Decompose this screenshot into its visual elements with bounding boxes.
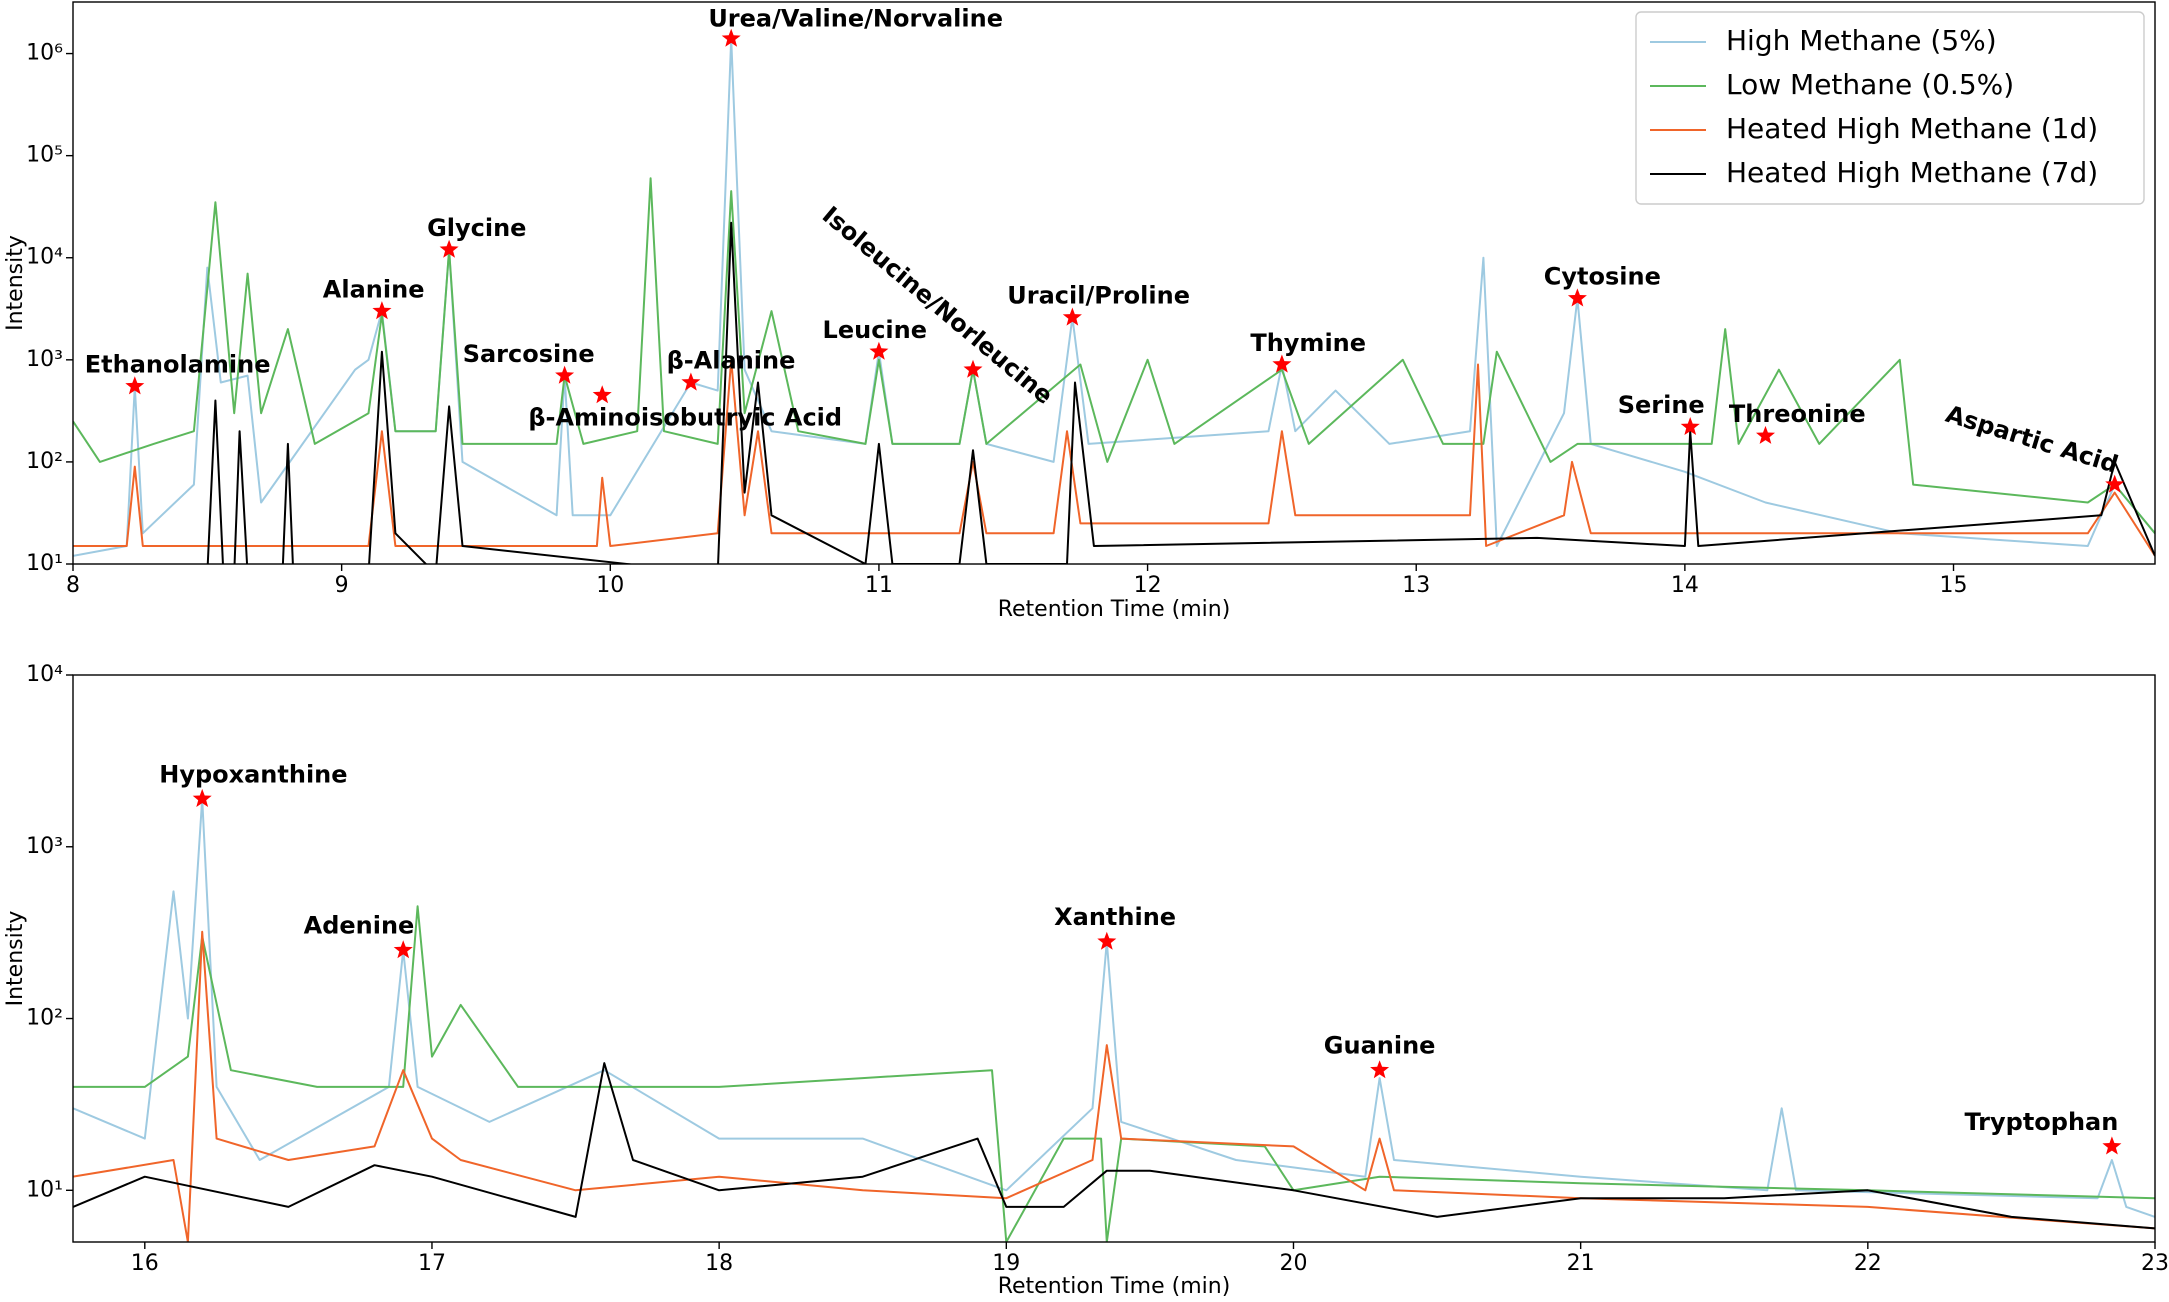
x-axis-label: Retention Time (min) (998, 597, 1231, 622)
x-tick-label: 12 (1134, 573, 1162, 598)
star-marker (1567, 288, 1587, 307)
y-tick-label: 10⁵ (26, 143, 63, 168)
annotation-label: Glycine (427, 214, 526, 242)
star-marker (393, 940, 413, 959)
x-tick-label: 13 (1402, 573, 1430, 598)
star-marker (592, 385, 612, 404)
y-tick-label: 10⁴ (26, 245, 63, 270)
star-marker (1272, 354, 1292, 373)
legend-label: Low Methane (0.5%) (1726, 68, 2014, 101)
axes-frame (72, 1, 2156, 565)
annotation-label: β-Alanine (667, 347, 796, 375)
star-marker (2105, 474, 2125, 493)
annotation-label: Hypoxanthine (159, 760, 347, 788)
star-marker (963, 359, 983, 378)
star-marker (1370, 1060, 1390, 1079)
star-marker (1062, 307, 1082, 326)
annotation-label: β-Aminoisobutryic Acid (528, 404, 842, 432)
y-tick-label: 10¹ (26, 1177, 63, 1202)
x-tick-label: 21 (1567, 1251, 1595, 1276)
series-line (73, 1062, 2155, 1230)
legend-label: Heated High Methane (1d) (1726, 112, 2098, 145)
x-tick-label: 8 (66, 573, 80, 598)
plot-area (73, 797, 2155, 1242)
annotation-label: Tryptophan (1964, 1108, 2118, 1136)
x-tick-label: 15 (1940, 573, 1968, 598)
x-tick-label: 22 (1854, 1251, 1882, 1276)
annotation-label: Urea/Valine/Norvaline (708, 4, 1003, 32)
legend-box (1635, 11, 2145, 205)
annotation-label: Cytosine (1544, 263, 1661, 291)
y-axis-label: Intensity (3, 235, 28, 331)
series-line (73, 797, 2155, 1218)
legend-label: Heated High Methane (7d) (1726, 156, 2098, 189)
star-marker (125, 376, 145, 395)
star-marker (439, 239, 459, 258)
series-line (206, 221, 2155, 564)
y-axis-label: Intensity (3, 911, 28, 1007)
annotation-label: Guanine (1324, 1032, 1436, 1060)
annotation-label: Threonine (1729, 400, 1866, 428)
y-tick-label: 10⁴ (26, 662, 63, 687)
star-marker (372, 301, 392, 320)
annotation-label: Xanthine (1054, 903, 1176, 931)
star-marker (555, 365, 575, 384)
annotation-label: Thymine (1250, 329, 1366, 357)
annotation-label: Uracil/Proline (1007, 282, 1190, 310)
y-tick-label: 10⁶ (26, 41, 63, 66)
subplot: 16 17 18 19 20 21 22 23 10¹ 10² 10³ 10⁴ Retention Ti… (3, 662, 2169, 1299)
plot-area (73, 37, 2155, 564)
axes-frame (72, 674, 2156, 1243)
y-tick-label: 10¹ (26, 551, 63, 576)
star-marker (192, 788, 212, 807)
series-line (73, 177, 2155, 534)
annotation-label: Ethanolamine (85, 351, 271, 379)
star-marker (2102, 1136, 2122, 1155)
star-marker (869, 341, 889, 360)
subplot: 8 9 10 11 12 13 14 15 10¹ 10² 10³ 10⁴ 10⁵ 10⁶ Retentio… (3, 1, 2156, 622)
x-axis-label: Retention Time (min) (998, 1274, 1231, 1299)
star-marker (681, 372, 701, 391)
star-marker (1680, 417, 1700, 435)
annotation-label: Sarcosine (463, 340, 595, 368)
star-marker (721, 28, 741, 47)
x-tick-label: 9 (335, 573, 349, 598)
legend-label: High Methane (5%) (1726, 24, 1997, 57)
annotation-label: Adenine (304, 912, 415, 940)
annotation-label: Alanine (323, 275, 425, 303)
x-tick-label: 20 (1279, 1251, 1307, 1276)
x-tick-label: 11 (865, 573, 893, 598)
series-line (73, 358, 2155, 557)
x-tick-label: 14 (1671, 573, 1699, 598)
annotation-label: Serine (1618, 391, 1705, 419)
x-tick-label: 10 (596, 573, 624, 598)
x-tick-label: 19 (992, 1251, 1020, 1276)
annotation-label: Aspartic Acid (1943, 400, 2122, 479)
y-tick-label: 10² (26, 1006, 63, 1031)
x-tick-label: 18 (705, 1251, 733, 1276)
x-tick-label: 16 (131, 1251, 159, 1276)
annotation-label: Leucine (823, 316, 927, 344)
y-tick-label: 10³ (26, 834, 63, 859)
star-marker (1097, 931, 1117, 950)
y-tick-label: 10² (26, 449, 63, 474)
x-tick-label: 17 (418, 1251, 446, 1276)
y-tick-label: 10³ (26, 347, 63, 372)
star-marker (1756, 425, 1775, 444)
x-tick-label: 23 (2141, 1251, 2169, 1276)
